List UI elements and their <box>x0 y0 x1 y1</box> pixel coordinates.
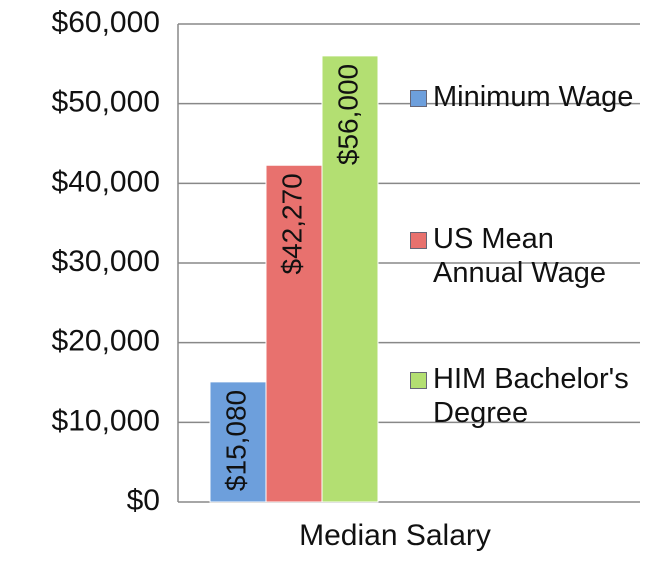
legend-entry: HIM Bachelor's Degree <box>410 362 650 430</box>
legend-label: HIM Bachelor's Degree <box>433 363 629 429</box>
y-tick-label: $10,000 <box>52 404 160 437</box>
legend-swatch <box>410 90 427 107</box>
bar <box>321 55 379 503</box>
y-tick-label: $40,000 <box>52 165 160 198</box>
bar <box>265 164 323 503</box>
x-tick-label: Median Salary <box>299 519 491 552</box>
data-label: $56,000 <box>332 64 363 165</box>
bar <box>209 381 267 503</box>
y-tick-label: $50,000 <box>52 86 160 119</box>
legend-label: Minimum Wage <box>433 81 634 113</box>
legend-entry: US Mean Annual Wage <box>410 222 650 290</box>
legend-label: US Mean Annual Wage <box>433 223 607 289</box>
legend-entry: Minimum Wage <box>410 80 650 114</box>
legend-swatch <box>410 372 427 389</box>
y-tick-label: $20,000 <box>52 325 160 358</box>
y-tick-label: $30,000 <box>52 245 160 278</box>
y-tick-label: $0 <box>127 484 160 517</box>
legend-swatch <box>410 232 427 249</box>
y-tick-label: $60,000 <box>52 6 160 39</box>
data-label: $42,270 <box>276 173 307 274</box>
data-label: $15,080 <box>220 390 251 491</box>
